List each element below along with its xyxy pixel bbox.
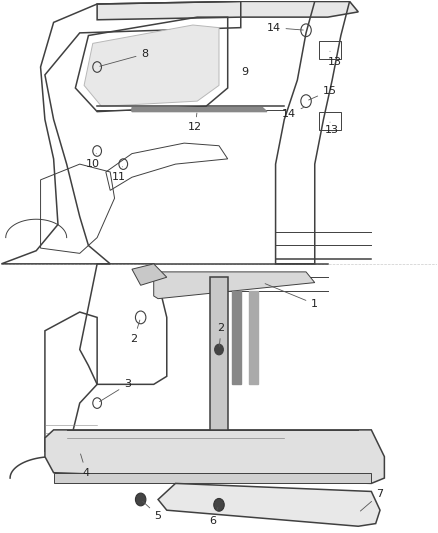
Polygon shape: [84, 25, 219, 107]
Polygon shape: [250, 290, 258, 384]
Text: 14: 14: [266, 22, 303, 33]
Polygon shape: [232, 290, 241, 384]
Text: 3: 3: [99, 379, 131, 402]
Polygon shape: [154, 272, 315, 298]
Text: 1: 1: [265, 284, 318, 309]
Circle shape: [215, 344, 223, 355]
Text: 2: 2: [131, 320, 140, 344]
Polygon shape: [132, 108, 267, 111]
Text: 12: 12: [188, 113, 202, 132]
Text: 13: 13: [327, 51, 341, 67]
Text: 13: 13: [325, 122, 339, 135]
Polygon shape: [53, 473, 371, 483]
Circle shape: [135, 493, 146, 506]
Text: 15: 15: [309, 86, 337, 100]
Text: 7: 7: [360, 489, 384, 511]
Text: 6: 6: [209, 507, 218, 526]
Text: 5: 5: [143, 502, 162, 521]
Circle shape: [214, 498, 224, 511]
Polygon shape: [45, 430, 385, 483]
Text: 10: 10: [86, 154, 100, 169]
Text: 11: 11: [112, 167, 126, 182]
Text: 8: 8: [100, 49, 148, 66]
Polygon shape: [158, 483, 380, 526]
Text: 2: 2: [218, 323, 225, 347]
Polygon shape: [132, 264, 167, 285]
Text: 9: 9: [241, 67, 249, 77]
Polygon shape: [210, 277, 228, 430]
Text: 4: 4: [81, 454, 90, 478]
Text: 14: 14: [282, 108, 304, 119]
Polygon shape: [97, 2, 358, 20]
